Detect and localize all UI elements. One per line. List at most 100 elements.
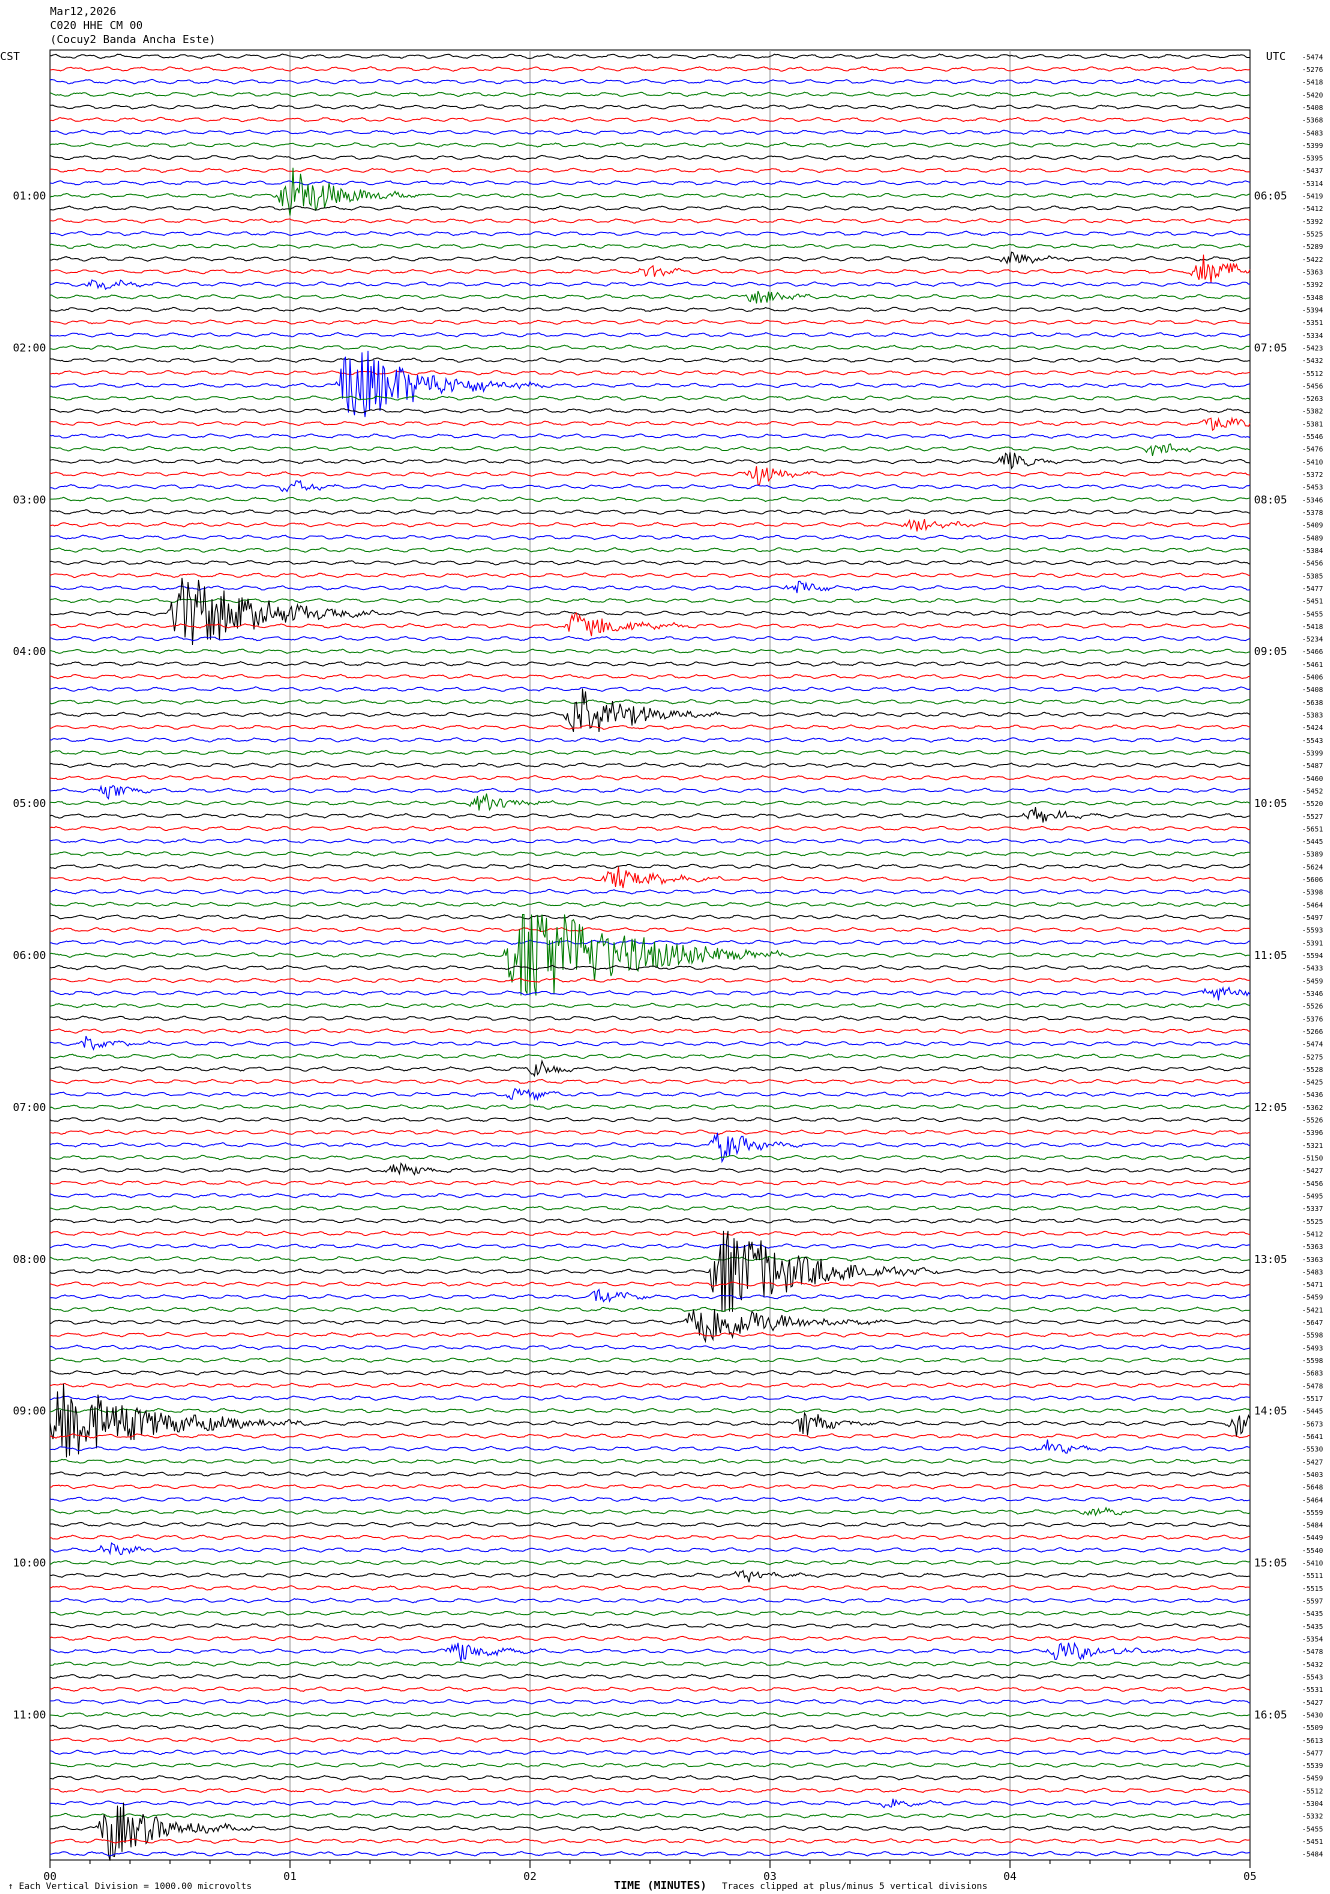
- row-offset-label: -5477: [1302, 1749, 1323, 1757]
- row-offset-label: -5487: [1302, 762, 1323, 770]
- left-hour-label: 07:00: [13, 1101, 46, 1114]
- trace-row: [49, 866, 1251, 889]
- x-tick-label: 02: [523, 1870, 536, 1883]
- row-offset-label: -5398: [1302, 889, 1323, 897]
- row-offset-label: -5421: [1302, 1306, 1323, 1314]
- row-offset-label: -5478: [1302, 1382, 1323, 1390]
- trace-row: [49, 1610, 1251, 1616]
- trace-row: [49, 964, 1251, 971]
- trace-row: [49, 1192, 1251, 1199]
- trace-row: [49, 1686, 1251, 1692]
- trace-row: [49, 749, 1251, 756]
- trace-row: [49, 1698, 1251, 1705]
- row-offset-label: -5289: [1302, 243, 1323, 251]
- trace-row: [49, 1382, 1251, 1389]
- left-hour-label: 02:00: [13, 341, 46, 354]
- row-offset-label: -5512: [1302, 1787, 1323, 1795]
- row-offset-label: -5464: [1302, 1496, 1323, 1504]
- trace-row: [49, 306, 1251, 313]
- x-axis-title: TIME (MINUTES): [614, 1879, 707, 1892]
- right-hour-label: 08:05: [1254, 493, 1287, 506]
- row-offset-label: -5396: [1302, 1129, 1323, 1137]
- trace-row: [49, 888, 1251, 895]
- left-hour-label: 01:00: [13, 190, 46, 203]
- trace-row: [50, 1711, 1251, 1718]
- row-offset-label: -5368: [1302, 117, 1323, 125]
- row-offset-label: -5321: [1302, 1142, 1323, 1150]
- row-offset-label: -5266: [1302, 1028, 1323, 1036]
- row-offset-label: -5346: [1302, 990, 1323, 998]
- row-offset-label: -5497: [1302, 914, 1323, 922]
- trace-row: [49, 1774, 1251, 1781]
- row-offset-label: -5263: [1302, 395, 1323, 403]
- trace-row: [49, 205, 1251, 212]
- trace-row: [49, 939, 1251, 946]
- left-hour-label: 09:00: [13, 1405, 46, 1418]
- row-offset-label: -5399: [1302, 749, 1323, 757]
- row-offset-label: -5647: [1302, 1319, 1323, 1327]
- row-offset-label: -5354: [1302, 1635, 1323, 1643]
- trace-row: [49, 91, 1251, 98]
- row-offset-label: -5427: [1302, 1167, 1323, 1175]
- row-offset-label: -5530: [1302, 1446, 1323, 1454]
- row-offset-label: -5427: [1302, 1699, 1323, 1707]
- row-offset-label: -5477: [1302, 585, 1323, 593]
- row-offset-label: -5362: [1302, 1104, 1323, 1112]
- trace-row: [49, 1357, 1251, 1363]
- row-offset-label: -5638: [1302, 699, 1323, 707]
- row-offset-label: -5372: [1302, 471, 1323, 479]
- row-offset-label: -5391: [1302, 939, 1323, 947]
- trace-row: [49, 1597, 1251, 1604]
- row-offset-label: -5484: [1302, 1851, 1323, 1859]
- trace-row: [49, 1433, 1250, 1439]
- trace-row: [49, 1673, 1251, 1680]
- row-offset-label: -5406: [1302, 674, 1323, 682]
- row-offset-label: -5456: [1302, 382, 1323, 390]
- trace-row: [49, 479, 1251, 493]
- trace-row: [50, 1162, 1251, 1176]
- trace-row: [49, 661, 1251, 667]
- trace-row: [49, 1736, 1251, 1743]
- row-offset-label: -5436: [1302, 1091, 1323, 1099]
- row-offset-label: -5509: [1302, 1724, 1323, 1732]
- row-offset-label: -5432: [1302, 357, 1323, 365]
- row-offset-label: -5471: [1302, 1281, 1323, 1289]
- trace-row: [49, 724, 1251, 730]
- trace-row: [49, 850, 1251, 857]
- row-offset-label: -5276: [1302, 66, 1323, 74]
- trace-row: [49, 251, 1251, 265]
- trace-row: [49, 1660, 1251, 1667]
- trace-row: [49, 433, 1251, 439]
- row-offset-label: -5648: [1302, 1484, 1323, 1492]
- trace-row: [49, 1812, 1251, 1819]
- right-hour-label: 12:05: [1254, 1101, 1287, 1114]
- trace-row: [49, 1407, 1251, 1414]
- row-offset-label: -5378: [1302, 509, 1323, 517]
- trace-row: [49, 357, 1251, 363]
- row-offset-label: -5150: [1302, 1155, 1323, 1163]
- trace-row: [49, 1483, 1251, 1490]
- row-offset-label: -5234: [1302, 636, 1323, 644]
- row-offset-label: -5423: [1302, 344, 1323, 352]
- right-hour-label: 15:05: [1254, 1557, 1287, 1570]
- row-offset-label: -5461: [1302, 661, 1323, 669]
- row-offset-label: -5546: [1302, 433, 1323, 441]
- row-offset-label: -5452: [1302, 787, 1323, 795]
- row-offset-label: -5389: [1302, 851, 1323, 859]
- trace-row: [49, 1439, 1251, 1454]
- trace-row: [49, 1243, 1251, 1249]
- trace-row: [49, 863, 1251, 870]
- trace-row: [49, 331, 1251, 338]
- trace-row: [49, 78, 1251, 85]
- row-offset-label: -5409: [1302, 522, 1323, 530]
- trace-row: [49, 129, 1251, 136]
- row-offset-label: -5526: [1302, 1117, 1323, 1125]
- row-offset-label: -5459: [1302, 977, 1323, 985]
- row-offset-label: -5512: [1302, 370, 1323, 378]
- row-offset-label: -5422: [1302, 256, 1323, 264]
- trace-row: [49, 395, 1251, 401]
- row-offset-label: -5543: [1302, 1673, 1323, 1681]
- trace-row: [49, 648, 1251, 654]
- trace-row: [49, 1344, 1251, 1351]
- clip-note: Traces clipped at plus/minus 5 vertical …: [722, 1882, 988, 1892]
